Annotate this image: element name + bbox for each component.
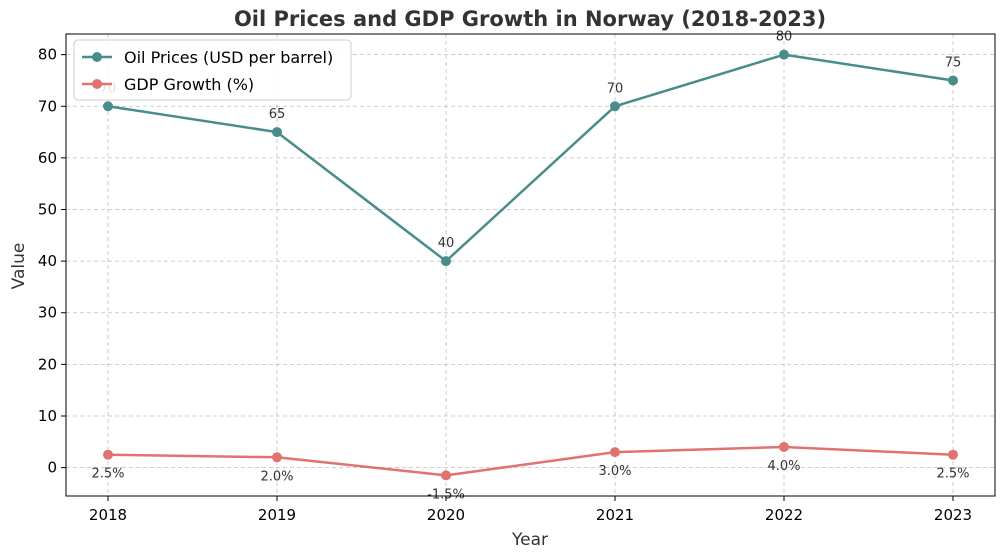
legend-marker [92,79,102,89]
chart-title: Oil Prices and GDP Growth in Norway (201… [234,7,826,31]
legend-label: GDP Growth (%) [124,75,254,94]
data-point [441,470,451,481]
series-2: 2.5% 2.0% -1.5% 3.0% 4.0% 2.5% [91,441,970,502]
data-label: 75 [945,55,962,70]
y-tick-label: 10 [38,407,57,425]
grid [66,34,995,496]
y-tick-label: 20 [38,355,57,373]
y-tick-label: 80 [38,46,57,64]
x-tick-label: 2023 [934,506,972,524]
y-tick-label: 60 [38,149,57,167]
y-tick-label: 30 [38,304,57,322]
data-point [948,75,958,86]
series-layer: 7065407080752.5%2.0%-1.5%3.0%4.0%2.5% [91,30,969,503]
x-tick-label: 2020 [427,506,465,524]
data-point [103,101,113,112]
y-tick-label: 40 [38,252,57,270]
series-1: 706540708075 [100,30,962,267]
data-label: 2.5% [91,467,124,482]
y-tick-label: 70 [38,97,57,115]
x-axis-label: Year [511,530,548,550]
axes: 2018 2019 2020 2021 2022 2023 0 10 20 30 40 50 60 70 8… [38,33,996,524]
data-label: 3.0% [598,464,631,479]
data-label: 2.5% [936,467,969,482]
data-label: 40 [438,236,455,251]
legend-marker [92,52,102,62]
y-axis-label: Value [9,243,29,290]
x-tick-label: 2022 [765,506,803,524]
y-tick-label: 0 [47,459,57,477]
data-point [272,127,282,138]
series-line [107,445,954,477]
data-point [272,452,282,463]
x-tick-label: 2021 [596,506,634,524]
data-label: 2.0% [260,469,293,484]
legend: Oil Prices (USD per barrel) GDP Growth (%… [73,39,352,101]
legend-label: Oil Prices (USD per barrel) [124,48,333,67]
series-line [107,53,954,263]
data-label: 80 [776,30,793,45]
data-point [948,449,958,460]
data-point [779,49,789,60]
data-point [610,447,620,458]
x-tick-label: 2018 [89,506,127,524]
data-label: 4.0% [767,459,800,474]
x-tick-label: 2019 [258,506,296,524]
data-point [103,449,113,460]
data-label: 70 [607,81,624,96]
y-tick-label: 50 [38,201,57,219]
data-point [610,101,620,112]
data-label: -1.5% [427,487,465,502]
data-point [779,441,789,452]
data-label: 65 [269,107,286,122]
legend-box [73,39,352,101]
data-point [441,256,451,267]
plot-frame [65,33,996,497]
